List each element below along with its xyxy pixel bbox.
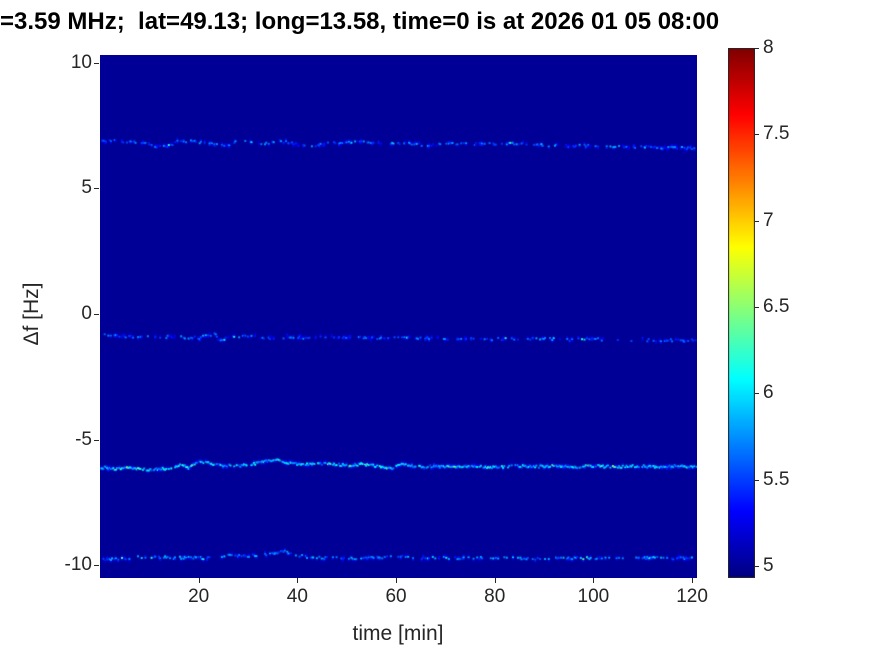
y-tick-mark bbox=[94, 63, 99, 64]
x-tick-mark bbox=[396, 578, 397, 583]
y-tick-label: 0 bbox=[81, 302, 92, 324]
x-axis-label: time [min] bbox=[352, 622, 444, 645]
x-tick-mark bbox=[593, 578, 594, 583]
colorbar-tick-label: 5.5 bbox=[763, 468, 790, 490]
x-tick-mark bbox=[297, 578, 298, 583]
colorbar-tick-label: 7.5 bbox=[763, 123, 790, 145]
y-tick-label: -10 bbox=[64, 554, 92, 576]
colorbar-tick-mark bbox=[755, 221, 759, 222]
x-tick-mark bbox=[692, 578, 693, 583]
y-tick-mark bbox=[94, 440, 99, 441]
colorbar-tick-mark bbox=[755, 393, 759, 394]
y-tick-mark bbox=[94, 188, 99, 189]
x-tick-label: 60 bbox=[385, 586, 407, 607]
x-tick-label: 40 bbox=[286, 586, 308, 607]
y-tick-mark bbox=[94, 314, 99, 315]
colorbar-tick-mark bbox=[755, 480, 759, 481]
y-tick-label: 5 bbox=[81, 177, 92, 199]
colorbar-tick-mark bbox=[755, 566, 759, 567]
x-tick-label: 120 bbox=[676, 586, 708, 607]
colorbar-tick-mark bbox=[755, 134, 759, 135]
colorbar-tick-mark bbox=[755, 48, 759, 49]
colorbar-tick-label: 8 bbox=[763, 37, 774, 58]
y-tick-label: -5 bbox=[75, 428, 92, 450]
colorbar-tick-label: 5 bbox=[763, 554, 774, 576]
x-tick-label: 80 bbox=[484, 586, 506, 607]
colorbar bbox=[728, 48, 755, 578]
y-tick-mark bbox=[94, 565, 99, 566]
x-tick-mark bbox=[495, 578, 496, 583]
colorbar-tick-mark bbox=[755, 307, 759, 308]
x-tick-label: 100 bbox=[577, 586, 610, 607]
x-tick-mark bbox=[199, 578, 200, 583]
chart-title: =3.59 MHz; lat=49.13; long=13.58, time=0… bbox=[0, 8, 720, 35]
colorbar-tick-label: 6 bbox=[763, 382, 774, 404]
x-tick-label: 20 bbox=[188, 586, 210, 607]
heatmap-canvas bbox=[100, 55, 697, 578]
colorbar-tick-label: 7 bbox=[763, 209, 774, 231]
colorbar-tick-label: 6.5 bbox=[763, 295, 790, 317]
y-tick-label: 10 bbox=[70, 51, 92, 73]
